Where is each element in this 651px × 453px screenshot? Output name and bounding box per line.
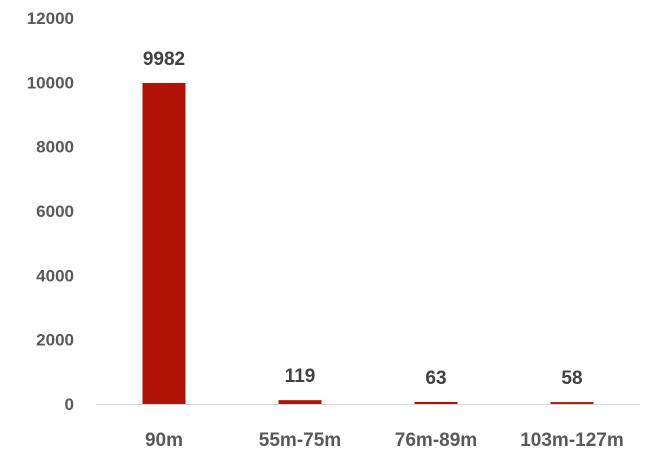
data-label: 119 [285,366,316,387]
y-tick-label: 10000 [27,73,74,92]
data-label: 58 [561,368,582,389]
y-tick-label: 0 [65,395,74,414]
x-axis-category-labels: 90m 55m-75m 76m-89m 103m-127m [145,430,624,451]
data-label: 9982 [143,49,185,70]
category-label: 55m-75m [259,430,341,451]
data-label: 63 [425,368,446,389]
data-labels: 9982 119 63 58 [143,49,583,389]
bar [278,400,322,404]
category-label: 103m-127m [520,430,624,451]
bar [414,401,458,404]
y-axis-tick-labels: 0 2000 4000 6000 8000 10000 12000 [27,9,74,414]
y-tick-label: 8000 [36,138,74,157]
category-label: 76m-89m [395,430,477,451]
y-tick-label: 2000 [36,331,74,350]
bar [142,82,186,405]
y-tick-label: 12000 [27,9,74,28]
y-tick-label: 4000 [36,266,74,285]
category-label: 90m [145,430,183,451]
bar [550,402,594,404]
bars [142,82,594,405]
y-tick-label: 6000 [36,202,74,221]
